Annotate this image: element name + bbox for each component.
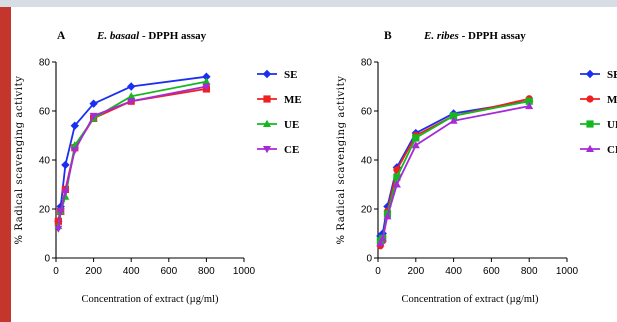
panel-label: A — [57, 30, 66, 42]
x-axis-title: Concentration of extract (µg/ml) — [402, 294, 539, 305]
y-tick-label: 60 — [361, 107, 373, 118]
left-accent-bar — [0, 7, 11, 322]
chart-title-assay: - DPPH assay — [459, 30, 526, 42]
panel-b: B E. ribes - DPPH assay Concentration of… — [336, 30, 617, 305]
y-tick-label: 40 — [39, 156, 51, 167]
x-tick-label: 0 — [375, 266, 381, 277]
chart-title: E. ribes - DPPH assay — [423, 30, 526, 42]
panel-a: A E. basaal - DPPH assay Concentration o… — [14, 30, 302, 305]
x-tick-label: 1000 — [233, 266, 256, 277]
legend-item-ue: UE — [580, 119, 617, 131]
data-point — [61, 160, 70, 170]
data-point — [54, 225, 63, 233]
legend-item-ue: UE — [257, 119, 299, 131]
data-point — [525, 97, 533, 105]
legend-marker — [586, 144, 594, 152]
y-axis-title: % Radical scavenging activity — [14, 76, 25, 245]
data-point — [127, 92, 136, 100]
data-point — [89, 112, 98, 121]
legend-marker — [263, 119, 271, 127]
legend-label: SE — [284, 69, 297, 81]
data-point — [70, 121, 79, 130]
legend-marker — [262, 69, 272, 79]
top-strip — [0, 0, 617, 7]
legend-item-ce: CE — [257, 144, 299, 156]
x-tick-label: 200 — [85, 266, 102, 277]
legend-marker — [263, 146, 271, 154]
x-tick-label: 400 — [123, 266, 140, 277]
x-axis-title: Concentration of extract (µg/ml) — [82, 294, 219, 305]
x-tick-label: 800 — [521, 266, 538, 277]
legend-marker — [263, 95, 271, 103]
x-tick-label: 1000 — [556, 266, 579, 277]
y-tick-label: 0 — [366, 254, 372, 265]
data-point — [378, 234, 387, 242]
legend-item-ce: CE — [580, 144, 617, 156]
data-point — [61, 188, 70, 197]
data-point — [392, 180, 401, 188]
y-tick-label: 80 — [361, 58, 373, 69]
legend-item-me: ME — [580, 94, 617, 106]
data-point — [202, 77, 211, 85]
y-tick-label: 60 — [39, 107, 51, 118]
series-me — [54, 85, 210, 225]
x-tick-label: 600 — [483, 266, 500, 277]
legend-label: ME — [607, 94, 617, 106]
series-ce — [54, 83, 211, 233]
chart-title-species: E. basaal — [96, 30, 140, 42]
legend-label: UE — [607, 119, 617, 131]
x-tick-label: 400 — [445, 266, 462, 277]
series-ce — [376, 101, 534, 247]
legend-item-me: ME — [257, 94, 302, 106]
x-tick-label: 200 — [407, 266, 424, 277]
y-tick-label: 20 — [39, 205, 51, 216]
data-point — [412, 134, 420, 142]
legend-label: ME — [284, 94, 302, 106]
data-point — [383, 212, 392, 220]
legend-label: CE — [607, 144, 617, 156]
chart-title-assay: - DPPH assay — [139, 30, 206, 42]
data-point — [376, 239, 385, 247]
y-tick-label: 40 — [361, 156, 373, 167]
legend-item-se: SE — [580, 69, 617, 81]
legend-label: SE — [607, 69, 617, 81]
y-tick-label: 20 — [361, 205, 373, 216]
legend-marker — [585, 69, 595, 79]
x-tick-label: 800 — [198, 266, 215, 277]
panel-label: B — [384, 30, 392, 42]
legend-marker — [586, 95, 594, 103]
x-tick-label: 600 — [160, 266, 177, 277]
data-point — [89, 99, 98, 108]
data-point — [202, 72, 211, 81]
data-point — [202, 83, 211, 91]
chart-title: E. basaal - DPPH assay — [96, 30, 207, 42]
data-point — [411, 141, 420, 149]
data-point — [127, 98, 136, 106]
legend-marker — [586, 120, 594, 128]
legend-label: UE — [284, 119, 299, 131]
data-point — [127, 82, 136, 91]
y-tick-label: 80 — [39, 58, 51, 69]
data-point — [449, 116, 458, 124]
legend-item-se: SE — [257, 69, 297, 81]
data-point — [393, 173, 401, 181]
series-line — [57, 85, 207, 229]
x-tick-label: 0 — [53, 266, 59, 277]
data-point — [56, 208, 65, 216]
y-axis-title: % Radical scavenging activity — [336, 76, 347, 245]
data-point — [450, 112, 458, 120]
data-point — [525, 101, 534, 110]
y-tick-label: 0 — [44, 254, 50, 265]
series-line — [57, 88, 207, 222]
series-line — [379, 105, 530, 244]
legend-label: CE — [284, 144, 299, 156]
data-point — [70, 147, 79, 155]
chart-title-species: E. ribes — [423, 30, 459, 42]
